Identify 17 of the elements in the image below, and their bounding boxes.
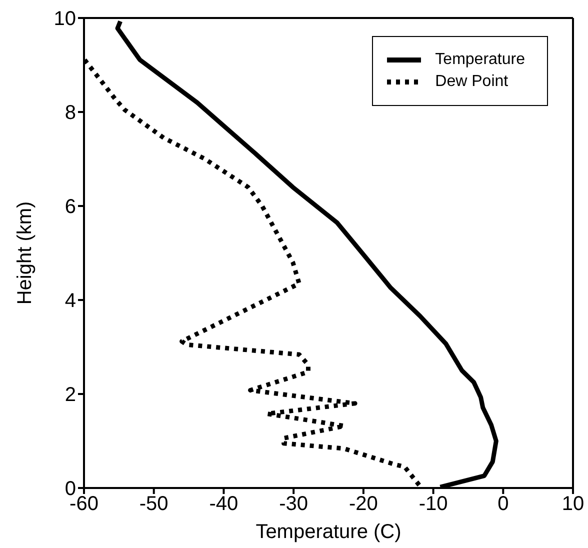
y-tick-label: 4 — [64, 290, 76, 312]
x-tick-label: 0 — [498, 493, 509, 516]
x-tick-label: -20 — [348, 493, 378, 516]
y-tick-label: 0 — [64, 478, 76, 500]
legend-label: Dew Point — [435, 73, 508, 91]
x-tick-label: -10 — [418, 493, 448, 516]
x-tick-label: -40 — [209, 493, 238, 516]
x-tick-label: -30 — [279, 493, 308, 516]
y-tick-label: 8 — [64, 102, 76, 124]
y-tick-label: 10 — [54, 8, 76, 30]
y-tick-label: 2 — [64, 384, 76, 406]
x-tick-label: 10 — [562, 493, 584, 516]
x-tick-label: -50 — [139, 493, 168, 516]
legend-label: Temperature — [435, 51, 525, 69]
y-axis-title: Height (km) — [14, 201, 36, 305]
x-axis-title: Temperature (C) — [256, 521, 402, 543]
y-tick-label: 6 — [64, 196, 76, 218]
